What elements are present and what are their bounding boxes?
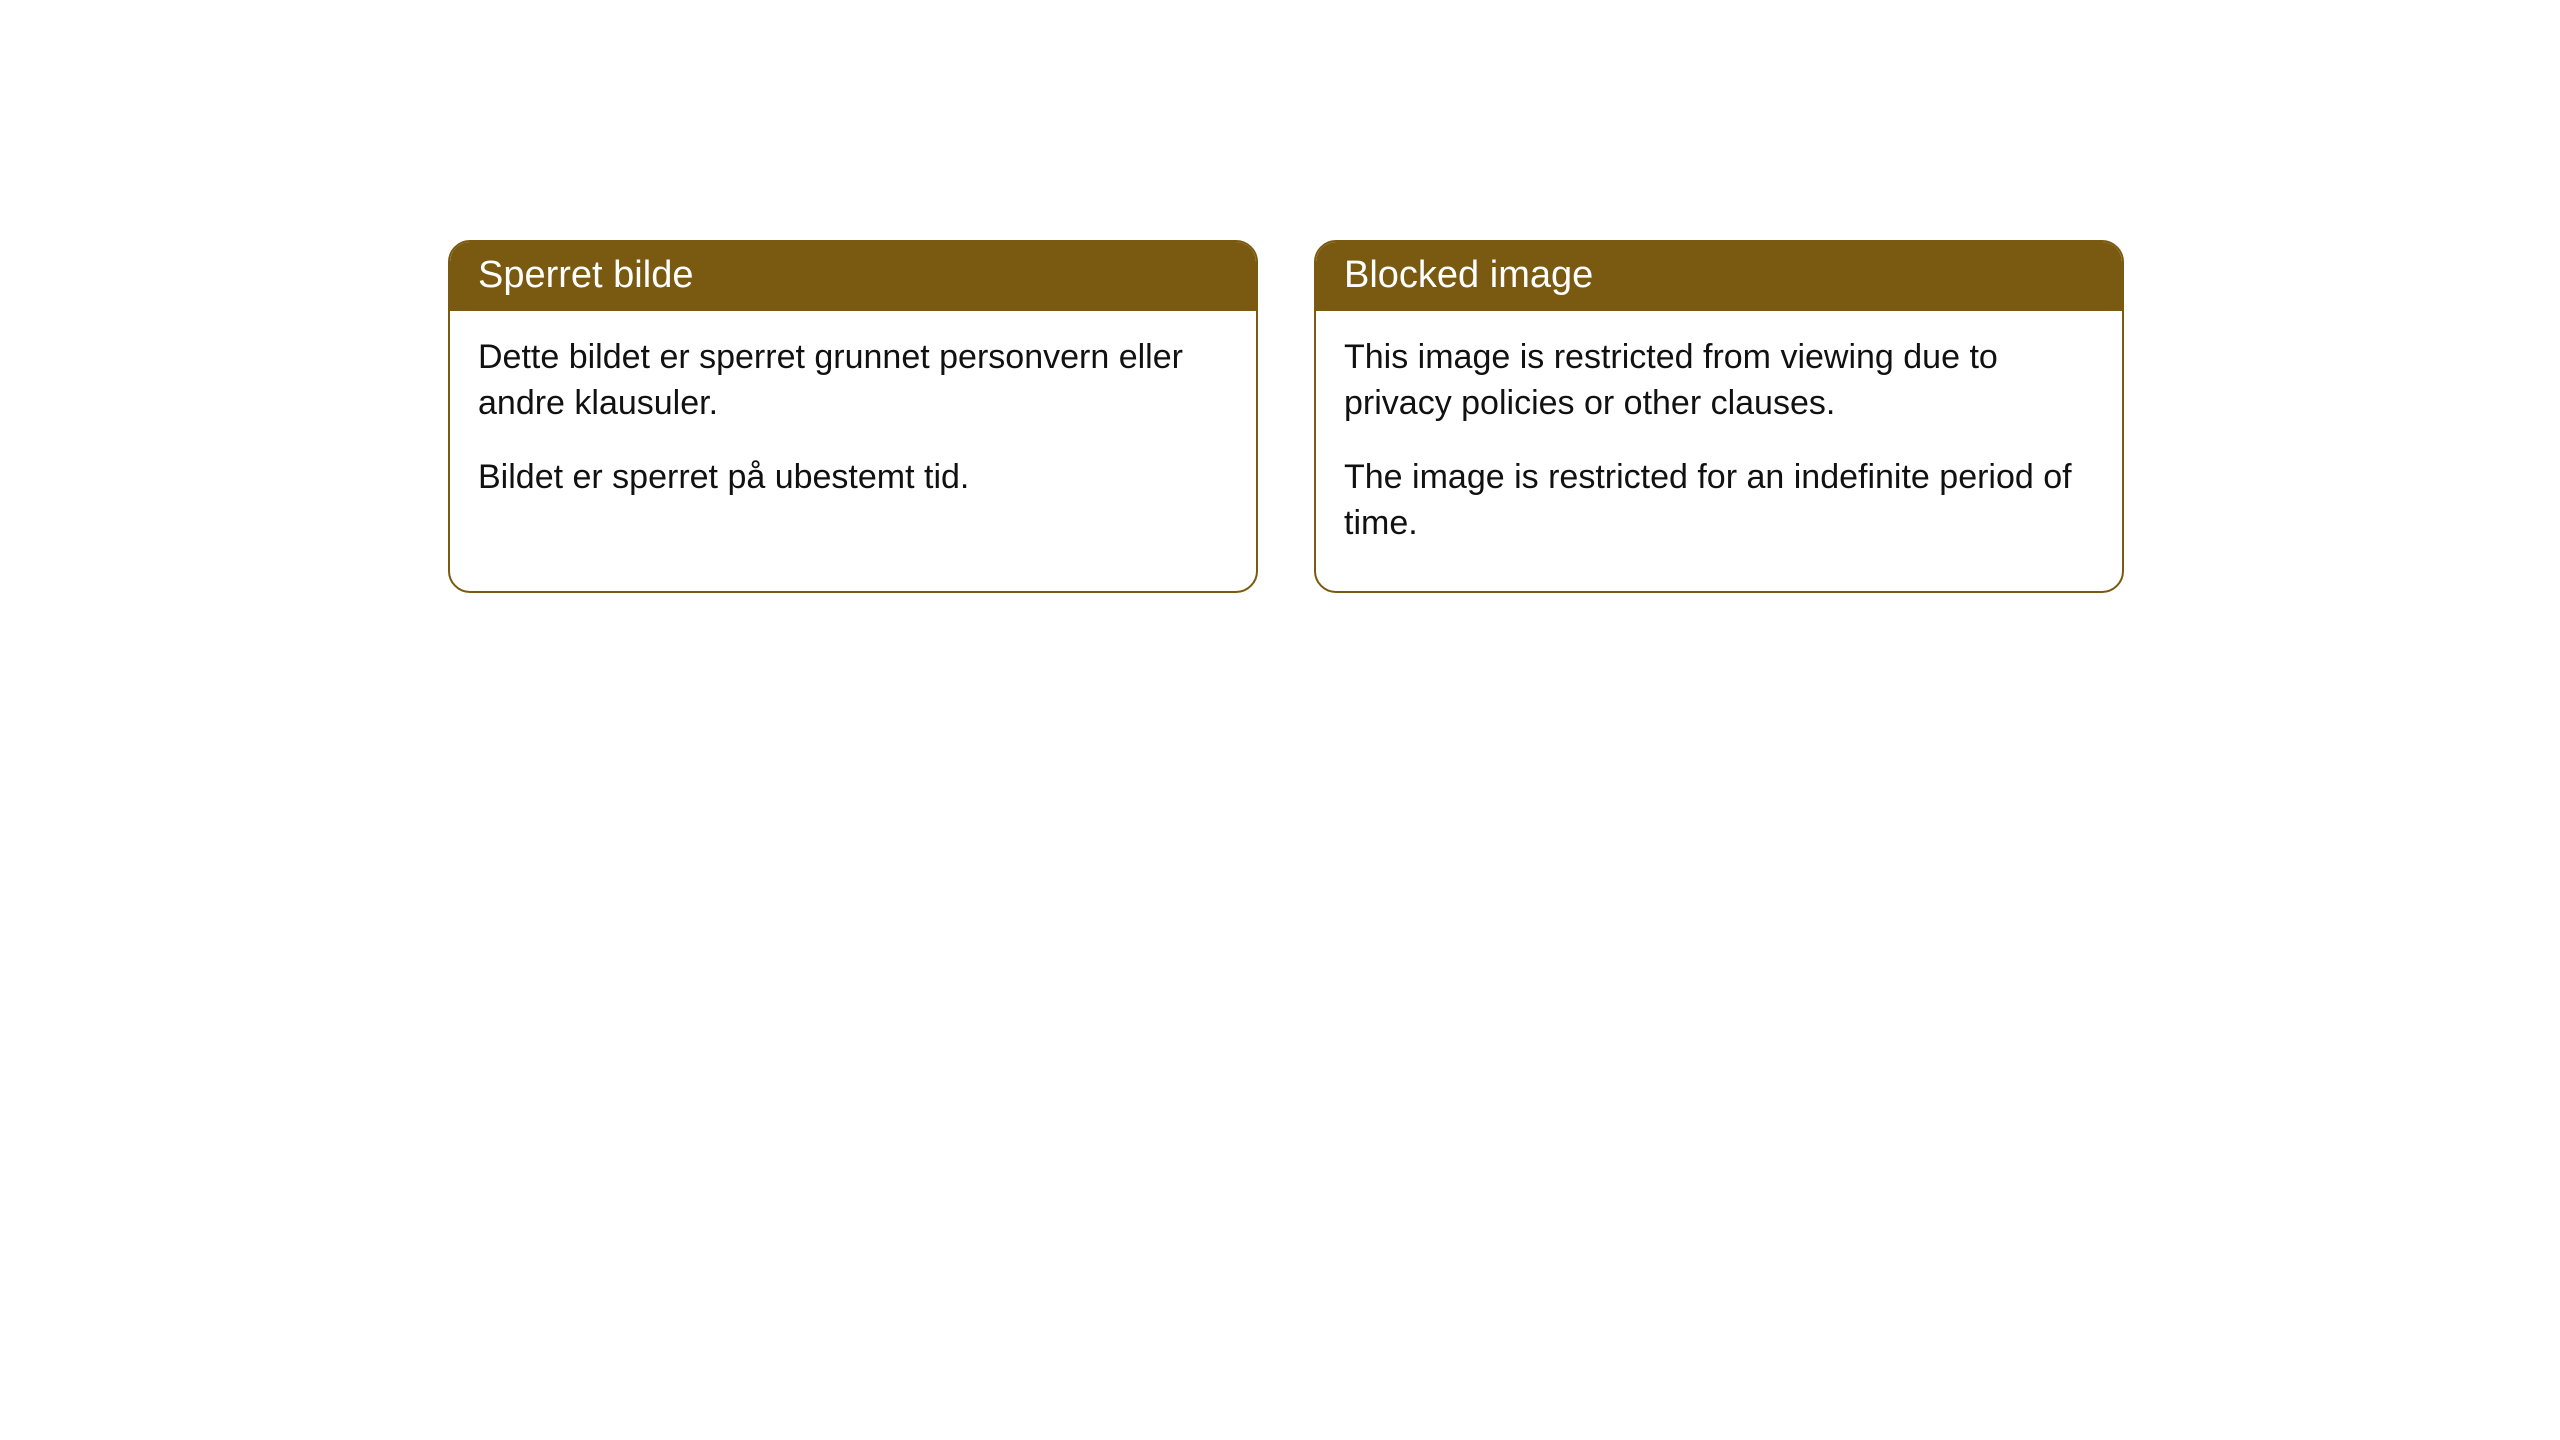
notice-cards-container: Sperret bilde Dette bildet er sperret gr…: [448, 240, 2124, 593]
card-header: Blocked image: [1316, 242, 2122, 311]
notice-card-norwegian: Sperret bilde Dette bildet er sperret gr…: [448, 240, 1258, 593]
card-paragraph: Dette bildet er sperret grunnet personve…: [478, 335, 1228, 427]
card-paragraph: This image is restricted from viewing du…: [1344, 335, 2094, 427]
card-paragraph: The image is restricted for an indefinit…: [1344, 455, 2094, 547]
card-paragraph: Bildet er sperret på ubestemt tid.: [478, 455, 1228, 501]
card-header: Sperret bilde: [450, 242, 1256, 311]
card-body: Dette bildet er sperret grunnet personve…: [450, 311, 1256, 545]
notice-card-english: Blocked image This image is restricted f…: [1314, 240, 2124, 593]
card-body: This image is restricted from viewing du…: [1316, 311, 2122, 591]
